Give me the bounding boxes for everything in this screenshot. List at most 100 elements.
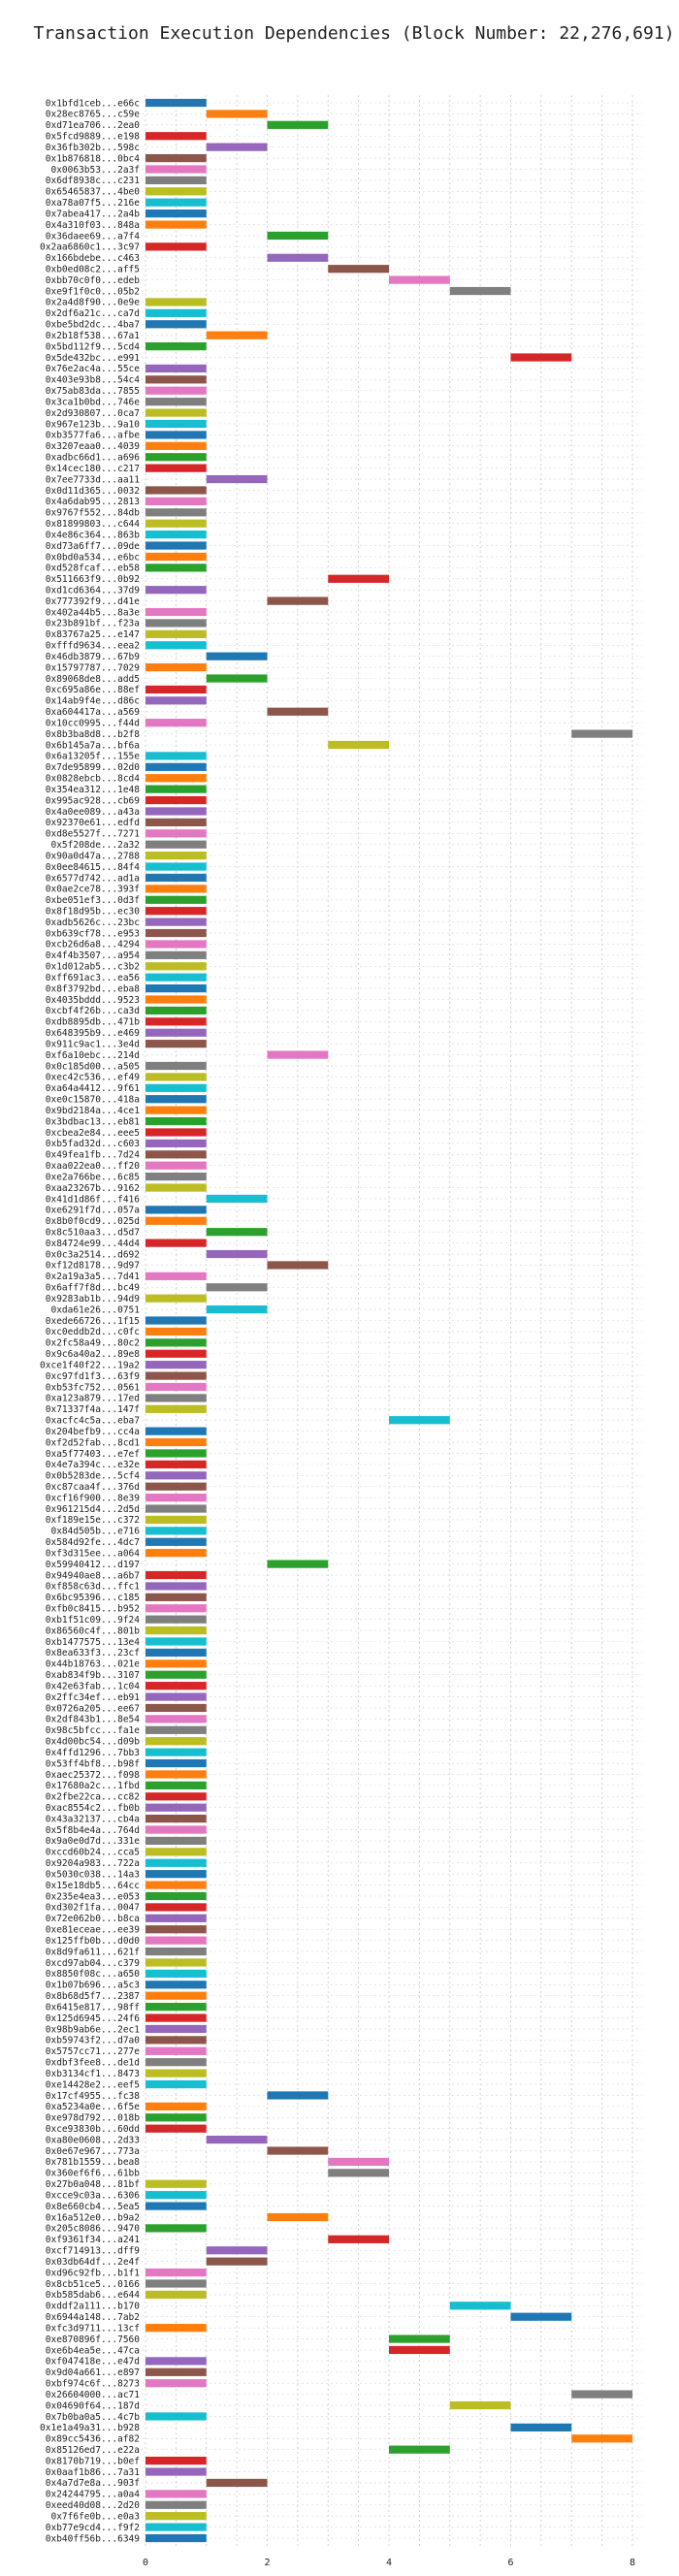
transaction-bar xyxy=(146,2412,207,2421)
transaction-bar xyxy=(571,729,632,738)
y-tick-label: 0x5f208de...2a32 xyxy=(50,840,140,851)
transaction-bar xyxy=(146,1925,207,1934)
y-tick-label: 0xd73a6ff7...09de xyxy=(46,541,141,552)
y-tick-label: 0x967e123b...9a10 xyxy=(46,419,141,430)
transaction-bar xyxy=(146,1715,207,1723)
y-tick-label: 0x8e660cb4...5ea5 xyxy=(46,2202,140,2212)
y-tick-label: 0x49fea1fb...7d24 xyxy=(46,1150,141,1161)
y-tick-label: 0x235e4ea3...e053 xyxy=(46,1891,140,1902)
y-tick-label: 0x995ac928...cb69 xyxy=(46,795,141,806)
y-tick-label: 0x98c5bfcc...fa1e xyxy=(46,1725,141,1736)
transaction-bar xyxy=(146,2036,207,2045)
transaction-bar xyxy=(449,2302,511,2310)
y-tick-label: 0x8b68d5f7...2387 xyxy=(46,1991,140,2002)
transaction-bar xyxy=(146,2113,207,2122)
transaction-bar xyxy=(146,453,207,462)
transaction-bar xyxy=(267,2146,329,2155)
y-tick-label: 0x46db3879...67b9 xyxy=(46,652,141,662)
transaction-bar xyxy=(146,762,207,771)
y-tick-label: 0x2d930807...0ca7 xyxy=(46,408,140,419)
transaction-bar xyxy=(146,1825,207,1834)
transaction-bar xyxy=(146,1083,207,1092)
y-tick-label: 0x8c510aa3...d5d7 xyxy=(46,1227,140,1238)
y-tick-label: 0x86560c4f...801b xyxy=(46,1626,141,1636)
transaction-bar xyxy=(146,1150,207,1159)
y-tick-label: 0x2df843b1...8e54 xyxy=(46,1715,141,1725)
y-tick-label: 0x4a7d7e8a...903f xyxy=(46,2478,140,2489)
y-tick-label: 0x2fc58a49...80c2 xyxy=(46,1338,140,1349)
transaction-bar xyxy=(146,2500,207,2509)
y-tick-label: 0xa604417a...a569 xyxy=(46,707,141,718)
y-tick-label: 0x7b0ba0a5...4c7b xyxy=(46,2412,141,2423)
transaction-bar xyxy=(146,940,207,949)
y-tick-label: 0xb585dab6...e644 xyxy=(46,2290,141,2301)
transaction-bar xyxy=(146,629,207,638)
transaction-bar xyxy=(146,176,207,185)
y-tick-label: 0xa80e0608...2d33 xyxy=(46,2135,140,2145)
transaction-bar xyxy=(146,2069,207,2077)
transaction-bar xyxy=(146,1936,207,1945)
transaction-bar xyxy=(146,928,207,938)
transaction-bar xyxy=(146,607,207,617)
transaction-bar xyxy=(146,1980,207,1989)
y-tick-label: 0x6b145a7a...bf6a xyxy=(46,740,140,751)
transaction-bar xyxy=(146,829,207,838)
y-tick-label: 0xec42c536...ef49 xyxy=(46,1073,141,1083)
y-tick-label: 0x92370e61...edfd xyxy=(46,818,140,828)
y-tick-label: 0x0ee84615...84f4 xyxy=(46,862,141,873)
y-tick-label: 0x0c185d00...a505 xyxy=(46,1061,140,1072)
y-tick-label: 0xaec25372...f098 xyxy=(46,1770,141,1781)
transaction-bar xyxy=(146,719,207,727)
y-tick-label: 0x5f8b4e4a...764d xyxy=(46,1825,140,1836)
y-tick-label: 0xcbf4f26b...ca3d xyxy=(46,1006,140,1016)
y-tick-label: 0xff691ac3...ea56 xyxy=(46,973,141,983)
transaction-bar xyxy=(146,1570,207,1580)
transaction-bar xyxy=(146,795,207,805)
y-tick-label: 0x24244795...a0a4 xyxy=(46,2490,141,2500)
transaction-bar xyxy=(146,1216,207,1225)
y-tick-label: 0x777392f9...d41e xyxy=(46,596,141,607)
y-tick-label: 0x03db64df...2e4f xyxy=(46,2257,140,2268)
transaction-bar xyxy=(206,331,268,339)
y-tick-label: 0x6415e817...98ff xyxy=(46,2002,140,2012)
y-tick-label: 0x15797787...7029 xyxy=(46,662,141,673)
transaction-bar xyxy=(146,1870,207,1879)
transaction-bar xyxy=(146,685,207,694)
y-tick-label: 0x648395b9...e469 xyxy=(46,1028,141,1039)
y-tick-label: 0x2a4d8f90...0e9e xyxy=(46,298,141,308)
y-tick-label: 0xede66726...1f15 xyxy=(46,1316,140,1327)
transaction-bar xyxy=(146,1173,207,1181)
transaction-bar xyxy=(146,2367,207,2376)
y-tick-label: 0x4ffd1296...7bb3 xyxy=(46,1748,140,1758)
transaction-bar xyxy=(146,1116,207,1126)
transaction-bar xyxy=(146,818,207,826)
y-tick-label: 0xcf16f900...8e39 xyxy=(46,1493,141,1503)
y-tick-label: 0x511663f9...0b92 xyxy=(46,574,140,585)
y-tick-label: 0xcd97ab04...c379 xyxy=(46,1958,141,1969)
transaction-bar xyxy=(146,1095,207,1104)
y-tick-label: 0xa5234a0e...6f5e xyxy=(46,2102,141,2112)
transaction-bar xyxy=(146,1969,207,1979)
transaction-bar xyxy=(206,2136,268,2144)
transaction-bar xyxy=(206,652,268,660)
transaction-bar xyxy=(206,2246,268,2255)
y-tick-label: 0xe6b4ea5e...47ca xyxy=(46,2345,140,2356)
transaction-bar xyxy=(146,541,207,550)
transaction-bar xyxy=(146,1139,207,1147)
transaction-bar xyxy=(328,2235,389,2243)
y-tick-label: 0xcf714913...dff9 xyxy=(46,2246,141,2257)
transaction-bar xyxy=(146,419,207,429)
y-tick-label: 0x83767a25...e147 xyxy=(46,629,140,640)
transaction-bar xyxy=(146,375,207,384)
y-tick-label: 0xb53fc752...0561 xyxy=(46,1382,141,1393)
transaction-bar xyxy=(146,2124,207,2133)
y-tick-label: 0x53ff4bf8...b98f xyxy=(46,1758,140,1769)
y-tick-label: 0xfc3d9711...13cf xyxy=(46,2323,140,2334)
transaction-bar xyxy=(146,187,207,196)
transaction-bar xyxy=(389,2345,450,2355)
y-tick-label: 0xb639cf78...e953 xyxy=(46,928,140,939)
y-tick-label: 0xb0ed08c2...aff5 xyxy=(46,265,140,275)
y-tick-label: 0x27b0a048...81bf xyxy=(46,2179,140,2190)
